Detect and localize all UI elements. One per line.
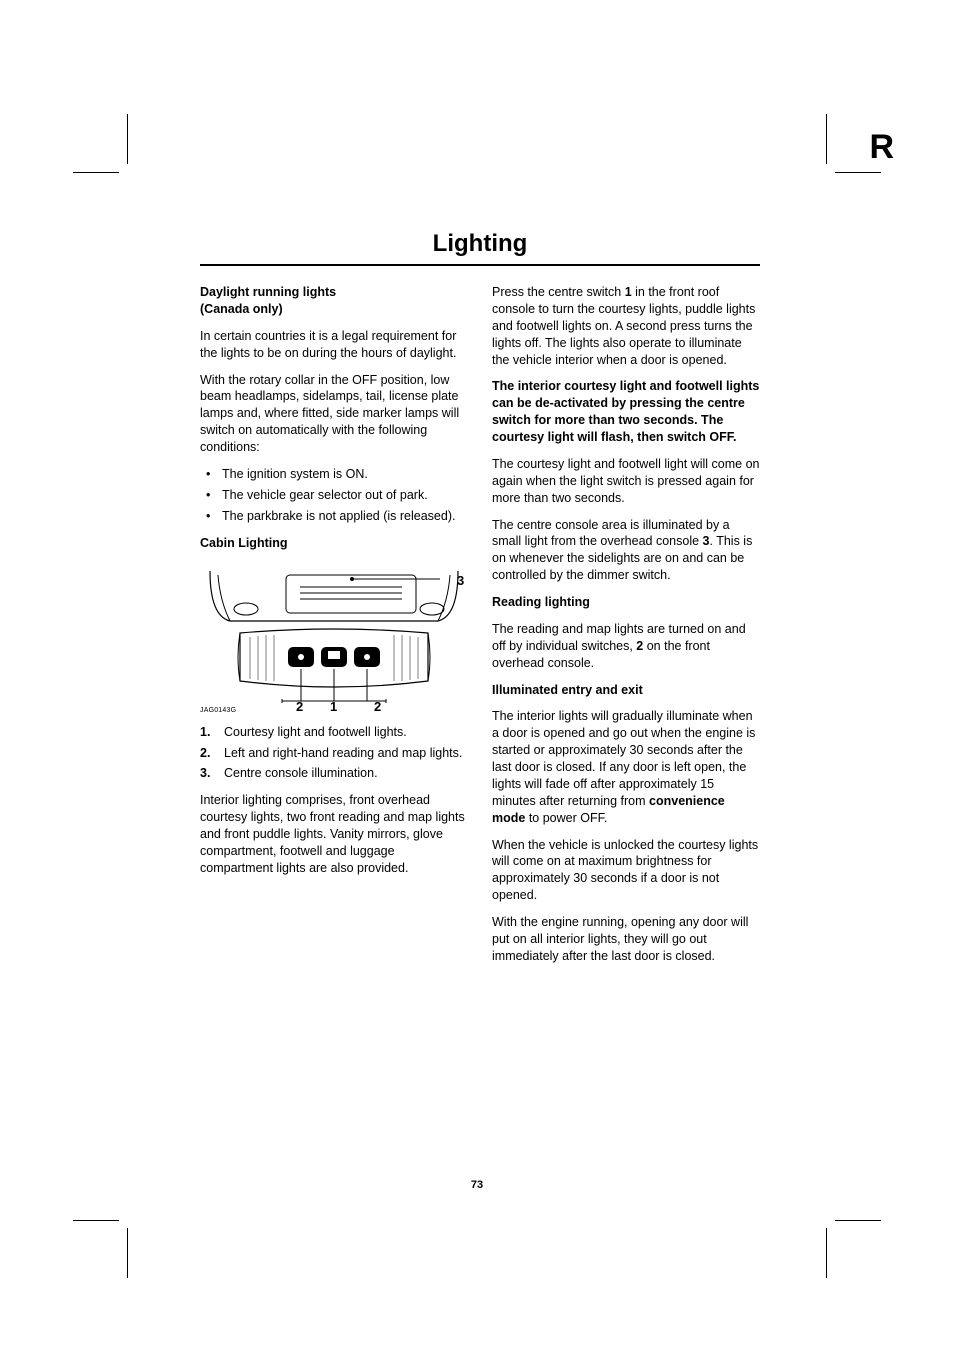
- corner-letter: R: [869, 128, 894, 167]
- crop-mark: [73, 172, 119, 173]
- body-text: The reading and map lights are turned on…: [492, 621, 760, 672]
- body-text: The interior lights will gradually illum…: [492, 708, 760, 826]
- heading-cabin-lighting: Cabin Lighting: [200, 535, 468, 552]
- figure-callout-3: 3: [457, 573, 464, 588]
- text-run: The centre console area is illuminated b…: [492, 518, 730, 549]
- heading-line: (Canada only): [200, 302, 283, 316]
- body-text: The courtesy light and footwell light wi…: [492, 456, 760, 507]
- page-number: 73: [0, 1179, 954, 1191]
- heading-illuminated-entry: Illuminated entry and exit: [492, 682, 760, 699]
- list-item: 2. Left and right-hand reading and map li…: [200, 745, 468, 762]
- heading-line: Daylight running lights: [200, 285, 336, 299]
- page-title: Lighting: [200, 230, 760, 266]
- list-number: 1.: [200, 724, 210, 741]
- right-column: Press the centre switch 1 in the front r…: [492, 284, 760, 975]
- body-text: When the vehicle is unlocked the courtes…: [492, 837, 760, 905]
- list-item: The vehicle gear selector out of park.: [200, 487, 468, 504]
- crop-mark: [835, 1220, 881, 1221]
- overhead-console-diagram: 3 2 1 2: [200, 561, 468, 711]
- crop-mark: [127, 1228, 128, 1278]
- figure-callout-2: 2: [296, 699, 303, 711]
- bold-paragraph: The interior courtesy light and footwell…: [492, 379, 759, 444]
- list-item: 1. Courtesy light and footwell lights.: [200, 724, 468, 741]
- text-run: to power OFF.: [525, 811, 607, 825]
- body-text: In certain countries it is a legal requi…: [200, 328, 468, 362]
- figure-callout-1: 1: [330, 699, 337, 711]
- figure-callout-2b: 2: [374, 699, 381, 711]
- list-number: 3.: [200, 765, 210, 782]
- list-text: Centre console illumination.: [224, 766, 378, 780]
- crop-mark: [835, 172, 881, 173]
- crop-mark: [826, 114, 827, 164]
- crop-mark: [73, 1220, 119, 1221]
- list-item: The ignition system is ON.: [200, 466, 468, 483]
- list-number: 2.: [200, 745, 210, 762]
- body-text: With the rotary collar in the OFF positi…: [200, 372, 468, 456]
- body-text: The centre console area is illuminated b…: [492, 517, 760, 585]
- crop-mark: [127, 114, 128, 164]
- body-text: With the engine running, opening any doo…: [492, 914, 760, 965]
- text-run: Press the centre switch: [492, 285, 625, 299]
- body-text-bold: The interior courtesy light and footwell…: [492, 378, 760, 446]
- cabin-lighting-figure: 3 2 1 2 JAG0143G: [200, 561, 468, 715]
- content-area: Lighting Daylight running lights (Canada…: [200, 230, 760, 975]
- bullet-list: The ignition system is ON. The vehicle g…: [200, 466, 468, 525]
- columns: Daylight running lights (Canada only) In…: [200, 284, 760, 975]
- callout-ref: 1: [625, 285, 632, 299]
- heading-daylight: Daylight running lights (Canada only): [200, 284, 468, 318]
- numbered-list: 1. Courtesy light and footwell lights. 2.…: [200, 724, 468, 783]
- list-text: Courtesy light and footwell lights.: [224, 725, 407, 739]
- list-item: The parkbrake is not applied (is release…: [200, 508, 468, 525]
- body-text: Interior lighting comprises, front overh…: [200, 792, 468, 876]
- list-text: Left and right-hand reading and map ligh…: [224, 746, 462, 760]
- heading-reading-lighting: Reading lighting: [492, 594, 760, 611]
- left-column: Daylight running lights (Canada only) In…: [200, 284, 468, 975]
- page: R Lighting Daylight running lights (Cana…: [0, 0, 954, 1351]
- crop-mark: [826, 1228, 827, 1278]
- body-text: Press the centre switch 1 in the front r…: [492, 284, 760, 368]
- list-item: 3. Centre console illumination.: [200, 765, 468, 782]
